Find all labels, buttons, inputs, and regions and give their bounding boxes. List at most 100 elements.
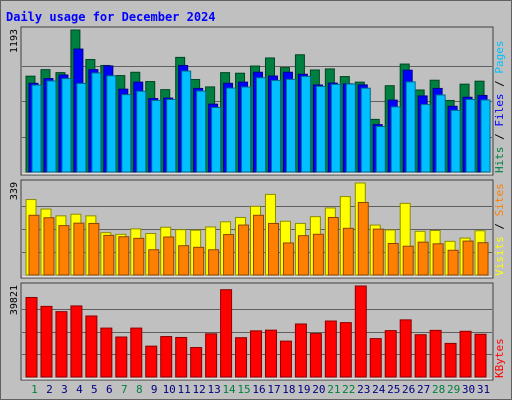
x-tick-day-13: 13 bbox=[207, 383, 220, 396]
x-tick-day-21: 21 bbox=[327, 383, 340, 396]
legend-hits: Hits bbox=[493, 147, 506, 174]
bar-pages-day-6 bbox=[106, 75, 117, 173]
bar-kbytes-day-14 bbox=[220, 289, 233, 378]
bar-sites-day-11 bbox=[178, 245, 190, 276]
bar-sites-day-10 bbox=[163, 236, 175, 276]
bar-sites-day-18 bbox=[282, 242, 294, 276]
x-tick-day-12: 12 bbox=[193, 383, 206, 396]
x-tick-day-1: 1 bbox=[31, 383, 38, 396]
bar-pages-day-12 bbox=[196, 90, 207, 173]
bar-pages-day-22 bbox=[345, 83, 356, 173]
bar-kbytes-day-26 bbox=[399, 319, 412, 378]
x-tick-day-8: 8 bbox=[136, 383, 143, 396]
bar-kbytes-day-21 bbox=[324, 320, 337, 378]
legend-sites: Sites bbox=[493, 183, 506, 216]
bar-kbytes-day-23 bbox=[354, 285, 367, 378]
bar-pages-day-25 bbox=[390, 106, 401, 173]
bar-sites-day-28 bbox=[432, 243, 444, 276]
x-tick-day-28: 28 bbox=[432, 383, 445, 396]
bar-kbytes-day-17 bbox=[264, 329, 277, 378]
bar-sites-day-19 bbox=[297, 235, 309, 276]
bar-pages-day-28 bbox=[435, 94, 446, 173]
bar-kbytes-day-10 bbox=[160, 336, 173, 378]
ymax-label-visitors: 339 bbox=[9, 182, 20, 200]
x-tick-day-9: 9 bbox=[151, 383, 158, 396]
bar-pages-day-10 bbox=[166, 99, 177, 173]
x-tick-day-30: 30 bbox=[462, 383, 475, 396]
bar-sites-day-5 bbox=[88, 222, 100, 276]
x-tick-day-17: 17 bbox=[267, 383, 280, 396]
bar-sites-day-4 bbox=[73, 222, 85, 276]
bar-kbytes-day-29 bbox=[444, 342, 457, 378]
bar-pages-day-31 bbox=[480, 99, 491, 173]
bar-sites-day-27 bbox=[417, 241, 429, 276]
bar-pages-day-1 bbox=[31, 84, 42, 173]
bar-sites-day-12 bbox=[193, 246, 205, 276]
bar-sites-day-8 bbox=[133, 237, 145, 276]
bar-sites-day-6 bbox=[103, 234, 115, 276]
chart-title: Daily usage for December 2024 bbox=[6, 10, 216, 24]
bar-pages-day-14 bbox=[226, 87, 237, 173]
bar-pages-day-26 bbox=[405, 81, 416, 173]
legend-requests: Hits / Files / Pages bbox=[493, 41, 506, 174]
bar-sites-day-22 bbox=[342, 227, 354, 276]
bar-pages-day-13 bbox=[211, 106, 222, 173]
bar-pages-day-5 bbox=[91, 72, 102, 173]
bar-pages-day-20 bbox=[315, 85, 326, 173]
bar-pages-day-23 bbox=[360, 87, 371, 173]
x-tick-day-5: 5 bbox=[91, 383, 98, 396]
bar-pages-day-21 bbox=[330, 83, 341, 173]
x-tick-day-25: 25 bbox=[387, 383, 400, 396]
x-tick-day-16: 16 bbox=[252, 383, 265, 396]
bar-sites-day-13 bbox=[208, 249, 220, 276]
x-tick-day-22: 22 bbox=[342, 383, 355, 396]
legend-visitors: Visits / Sites bbox=[493, 183, 506, 276]
bar-pages-day-2 bbox=[46, 80, 57, 173]
legend-volume: KBytes bbox=[493, 338, 506, 378]
bar-pages-day-15 bbox=[241, 86, 252, 173]
bar-sites-day-21 bbox=[327, 216, 339, 276]
x-tick-day-11: 11 bbox=[178, 383, 191, 396]
bar-pages-day-19 bbox=[300, 75, 311, 173]
bar-kbytes-day-7 bbox=[115, 336, 128, 378]
bar-sites-day-17 bbox=[267, 222, 279, 276]
bar-sites-day-7 bbox=[118, 236, 130, 276]
bar-pages-day-4 bbox=[76, 82, 87, 173]
x-tick-day-14: 14 bbox=[222, 383, 236, 396]
bar-pages-day-11 bbox=[181, 70, 192, 173]
legend-pages: Pages bbox=[493, 41, 506, 74]
bar-sites-day-26 bbox=[402, 245, 414, 276]
x-tick-day-27: 27 bbox=[417, 383, 430, 396]
x-tick-day-4: 4 bbox=[76, 383, 83, 396]
bar-pages-day-7 bbox=[121, 94, 132, 173]
x-tick-day-3: 3 bbox=[61, 383, 68, 396]
x-tick-day-2: 2 bbox=[46, 383, 53, 396]
bar-sites-day-29 bbox=[447, 249, 459, 276]
bar-kbytes-day-25 bbox=[384, 330, 397, 378]
bar-kbytes-day-11 bbox=[175, 336, 188, 378]
bar-pages-day-30 bbox=[465, 99, 476, 173]
bar-kbytes-day-8 bbox=[130, 327, 143, 378]
bar-pages-day-8 bbox=[136, 90, 147, 173]
bar-kbytes-day-18 bbox=[279, 340, 292, 378]
bar-pages-day-3 bbox=[61, 78, 72, 173]
x-tick-day-6: 6 bbox=[106, 383, 113, 396]
bar-sites-day-14 bbox=[223, 234, 235, 276]
bar-kbytes-day-6 bbox=[100, 327, 113, 378]
bar-kbytes-day-3 bbox=[55, 311, 68, 378]
bar-pages-day-16 bbox=[256, 77, 267, 173]
bar-kbytes-day-2 bbox=[40, 305, 53, 378]
bar-kbytes-day-4 bbox=[70, 305, 83, 378]
bar-sites-day-30 bbox=[462, 240, 474, 276]
bar-pages-day-29 bbox=[450, 109, 461, 173]
bar-kbytes-day-13 bbox=[205, 333, 218, 378]
x-tick-day-23: 23 bbox=[357, 383, 370, 396]
bar-kbytes-day-31 bbox=[474, 333, 487, 378]
bar-kbytes-day-9 bbox=[145, 345, 158, 378]
bar-kbytes-day-19 bbox=[294, 323, 307, 378]
x-tick-day-7: 7 bbox=[121, 383, 128, 396]
x-tick-day-26: 26 bbox=[402, 383, 415, 396]
bar-sites-day-20 bbox=[312, 233, 324, 276]
x-tick-day-31: 31 bbox=[477, 383, 490, 396]
